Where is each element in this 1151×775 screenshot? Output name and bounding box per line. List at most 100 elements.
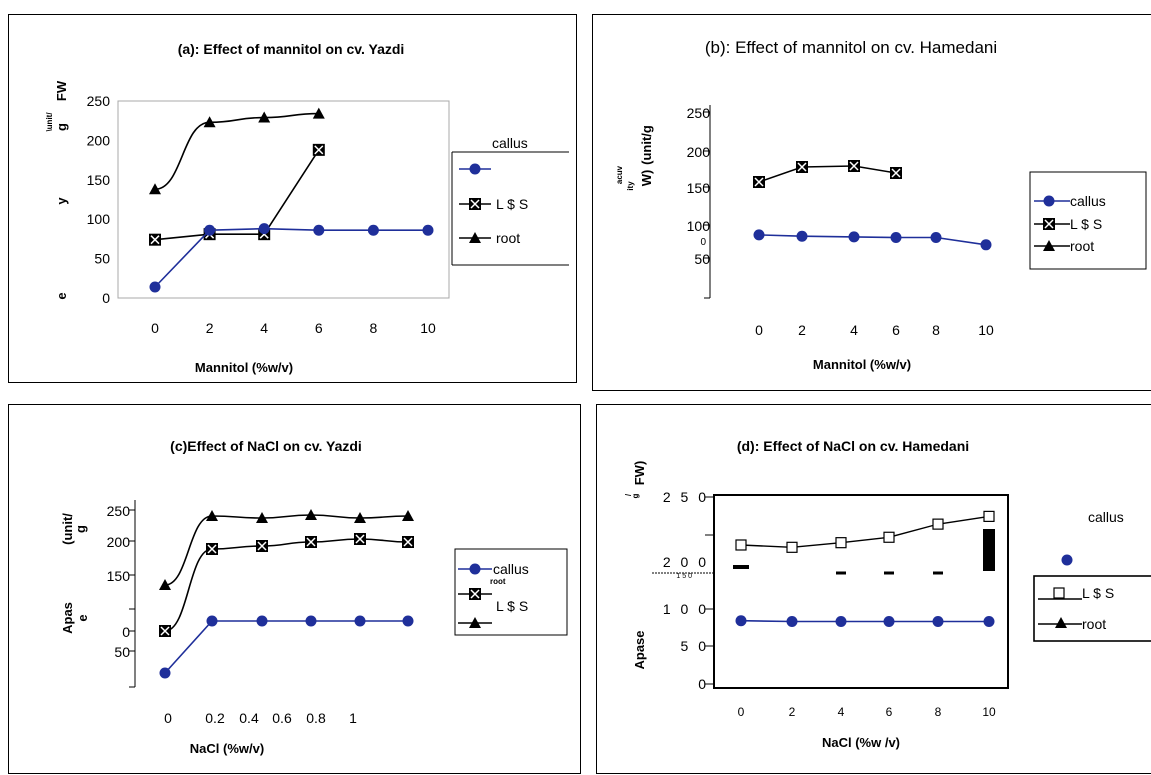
chart-d-ytick: 2 5 0: [663, 489, 709, 505]
chart-b-legend: callus L $ S root: [1034, 193, 1106, 254]
chart-c-callus-point-3: [305, 615, 317, 627]
chart-c-callus-point-0: [159, 667, 171, 679]
chart-c-root-point-2: [256, 512, 268, 523]
chart-c-ls-point-2-cross: [257, 541, 267, 551]
chart-d-ylabel-apase: Apase: [632, 630, 647, 669]
chart-c-ylabel-unit: (unit/: [60, 513, 75, 545]
chart-c-ytick: 150: [107, 568, 131, 584]
chart-d-legend-ls-label: L $ S: [1082, 585, 1114, 601]
chart-c-legend-ls-marker: [469, 588, 481, 600]
chart-a-callus-line: [154, 227, 428, 288]
chart-d-xtick: 6: [886, 705, 893, 719]
chart-a-xlabel: Mannitol (%w/v): [195, 360, 293, 375]
chart-b-ls-point-0-cross: [754, 177, 764, 187]
chart-d-ls-point-2: [835, 537, 847, 549]
chart-a-ytick: 150: [87, 172, 111, 188]
chart-c-xtick: 0.6: [272, 710, 292, 726]
chart-c-ls-point-1-cross: [207, 544, 217, 554]
chart-a-xtick: 2: [206, 320, 214, 336]
chart-b-callus-line: [758, 234, 987, 246]
chart-a-root-point-2: [258, 111, 271, 123]
chart-b-callus-point-2: [848, 231, 860, 243]
chart-c-legend: callus L $ S: [458, 561, 529, 628]
chart-d-xlabel: NaCl (%w /v): [822, 735, 900, 750]
chart-a-ls-point-0-cross: [150, 235, 160, 245]
chart-c-ytick: 0: [122, 624, 130, 640]
chart-b-xtick: 6: [892, 322, 900, 338]
chart-a-legend-root-marker: [469, 232, 481, 243]
chart-c-legend-ls-marker-cross: [470, 589, 480, 599]
chart-c-callus-point-4: [354, 615, 366, 627]
chart-d-callus-point-2: [835, 616, 847, 628]
chart-d-ls-point-1: [786, 541, 798, 553]
chart-b-ytick: 100: [687, 218, 711, 234]
chart-c-ytick: 50: [114, 644, 130, 660]
chart-b-ytick-zero: 0: [700, 237, 706, 248]
chart-a-ls-point-0: [149, 233, 161, 246]
chart-b-ylabel-frag2: ity: [626, 181, 635, 191]
chart-c-xtick: 0.8: [306, 710, 326, 726]
chart-c-root-point-1: [206, 510, 218, 521]
chart-a-callus-point-5: [422, 224, 434, 236]
chart-b-legend-label-1: L $ S: [1070, 216, 1102, 232]
chart-a-legend-title: callus: [492, 135, 528, 151]
chart-b-ls-point-3-cross: [891, 168, 901, 178]
chart-d-ls-point-4: [932, 518, 944, 530]
chart-d-xtick: 0: [738, 705, 745, 719]
chart-b-legend-label-2: root: [1070, 238, 1094, 254]
chart-d-xtick: 2: [789, 705, 796, 719]
chart-c-title: (c)Effect of NaCl on cv. Yazdi: [170, 438, 362, 454]
chart-b-ytick: 150: [687, 180, 711, 196]
chart-a-ytick: 50: [94, 251, 110, 267]
chart-a-xtick: 10: [420, 320, 436, 336]
chart-d-legend-box: [1033, 575, 1151, 642]
chart-c-ylabel-e: e: [75, 614, 90, 621]
chart-a-legend: L $ S root: [451, 151, 569, 266]
chart-a-ls-point-3-cross: [314, 145, 324, 155]
chart-a-xtick: 0: [151, 320, 159, 336]
chart-a-callus-point-4: [367, 224, 379, 236]
chart-d-callus-point-4: [932, 616, 944, 628]
chart-d-callus-point-3: [883, 616, 895, 628]
chart-d-root-dash-2: [933, 571, 943, 575]
chart-c-ytick: 200: [107, 534, 131, 550]
chart-a-root-point-0: [149, 183, 161, 195]
chart-a-ylabel-frag3: y: [54, 197, 69, 205]
chart-c-root-point-4: [354, 512, 366, 523]
chart-d-xtick: 10: [982, 705, 996, 719]
chart-c-legend-callus-marker: [469, 563, 481, 575]
chart-b-ylabel-frag1: acuv: [615, 165, 624, 184]
chart-d-callus-point-0: [735, 615, 747, 627]
chart-b-ls-line: [758, 165, 897, 183]
chart-d-legend-title: callus: [1088, 509, 1124, 525]
chart-d-ls-point-3: [883, 531, 895, 543]
chart-a-root-point-3: [312, 107, 325, 119]
chart-b: (b): Effect of mannitol on cv. Hamedani …: [615, 38, 1147, 372]
chart-b-ls-point-3: [890, 167, 902, 179]
chart-d-ls-point-5: [983, 510, 995, 522]
chart-a-ls-line: [154, 149, 320, 241]
chart-b-ls-point-1-cross: [797, 162, 807, 172]
chart-b-ls-point-2: [848, 160, 860, 172]
chart-a: (a): Effect of mannitol on cv. Yazdi 0 2 4…: [45, 41, 569, 375]
chart-d: (d): Effect of NaCl on cv. Hamedani 2 5 …: [624, 438, 1151, 750]
chart-a-ytick: 0: [102, 290, 110, 306]
chart-d-ytick: 1 0 0: [663, 601, 709, 617]
chart-a-callus-point-0: [149, 281, 161, 293]
chart-c-legend-ls-label: L $ S: [496, 598, 528, 614]
chart-a-xtick: 6: [315, 320, 323, 336]
chart-d-legend-ls-marker: [1053, 587, 1065, 599]
chart-d-ytick: 2 0 0: [663, 554, 709, 570]
panel-c: (c)Effect of NaCl on cv. Yazdi 250 200 150…: [8, 404, 581, 774]
chart-b-callus-point-3: [890, 232, 902, 244]
chart-d-ytick: 5 0: [681, 638, 709, 654]
chart-d-xtick: 4: [838, 705, 845, 719]
chart-a-ylabel-frag4: e: [54, 292, 69, 299]
chart-c-ls-point-0: [159, 625, 171, 637]
chart-b-xtick: 8: [932, 322, 940, 338]
chart-d-ylabel-frag1: /: [624, 493, 633, 496]
chart-b-legend-marker-2: [1043, 240, 1055, 251]
chart-c-callus-point-5: [402, 615, 414, 627]
chart-d-ls-point-0: [735, 539, 747, 551]
chart-b-legend-label-0: callus: [1070, 193, 1106, 209]
